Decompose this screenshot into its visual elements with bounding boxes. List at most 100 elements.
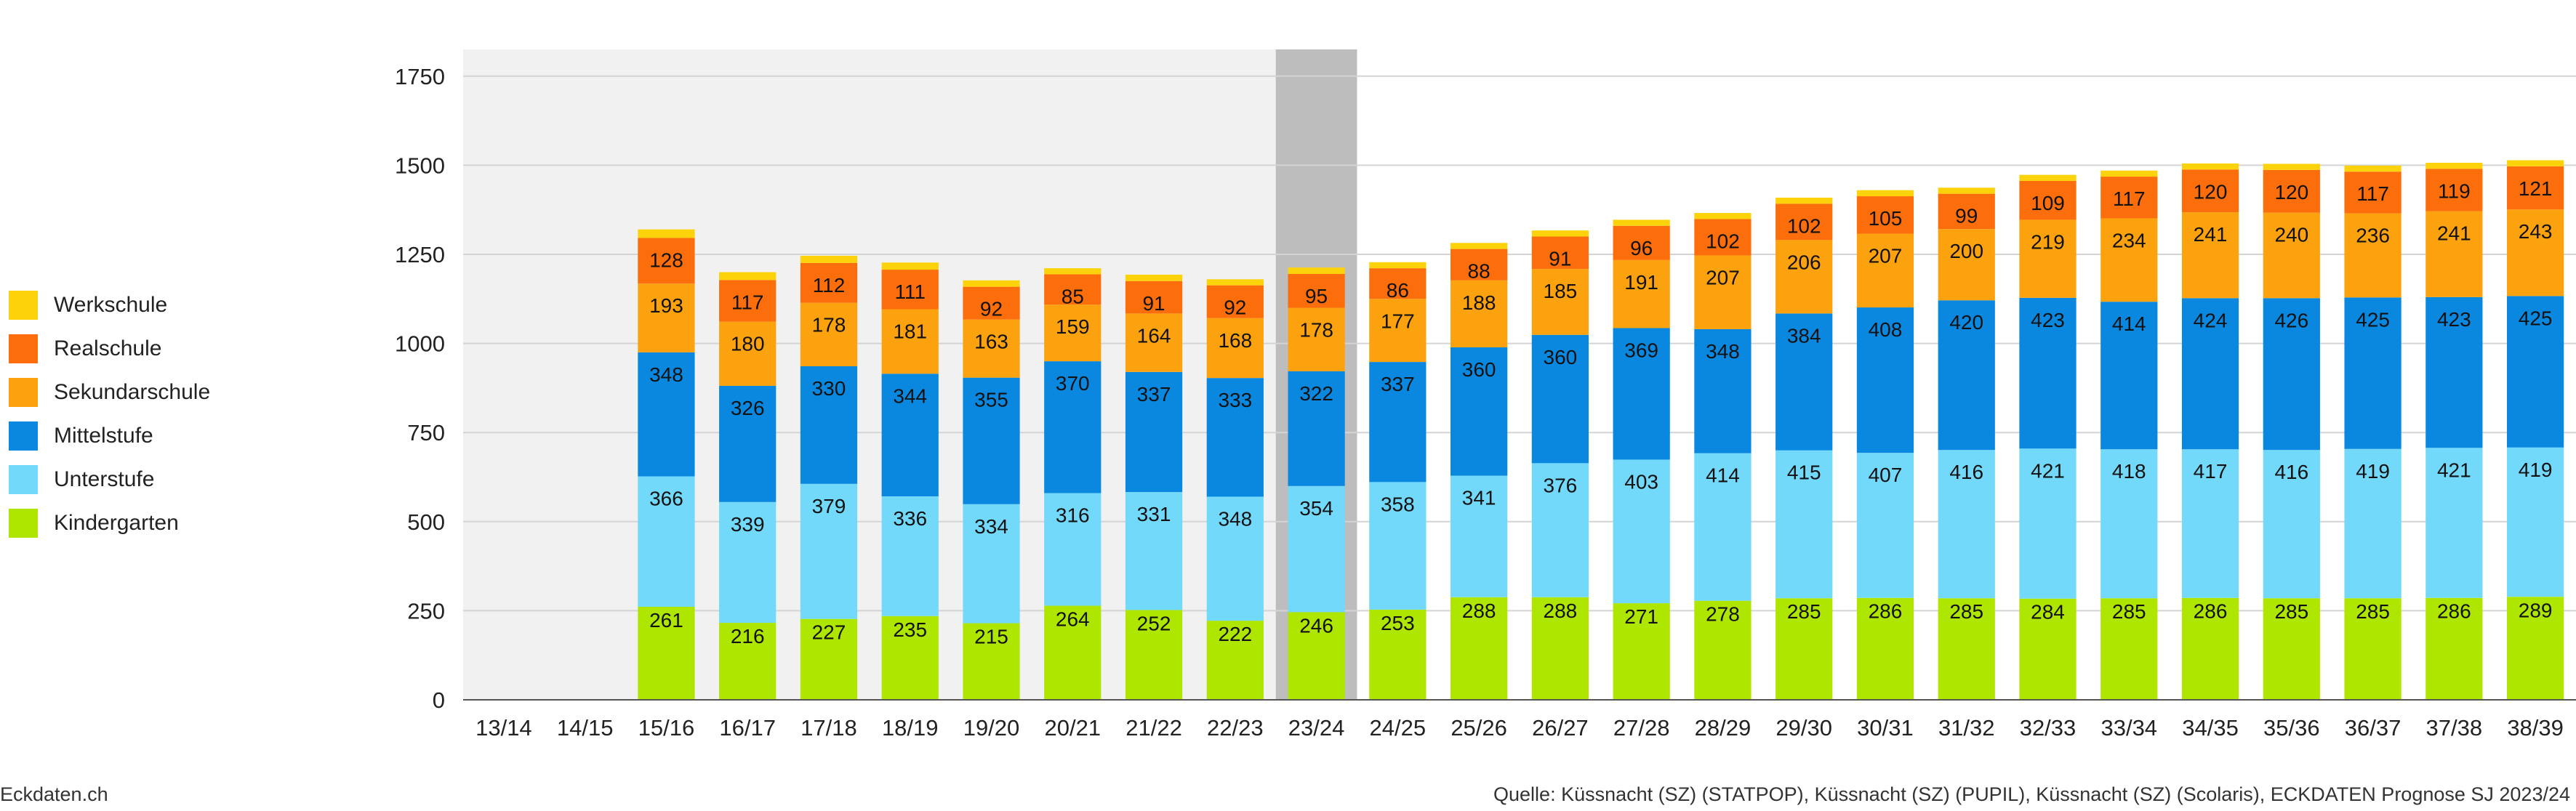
bar-segment-kindergarten [800,618,858,700]
data-label: 188 [1462,291,1496,314]
bar-segment-mittelstufe [1856,307,1914,453]
bar-segment-sekundarschule [881,309,939,374]
data-label: 408 [1869,318,1903,341]
bar-segment-kindergarten [2100,598,2158,700]
bar-segment-sekundarschule [2344,213,2402,298]
bar-segment-mittelstufe [1288,371,1345,486]
bar-segment-unterstufe [1450,475,1508,597]
x-tick-label: 37/38 [2426,715,2483,741]
bar-segment-unterstufe [1694,453,1752,601]
x-tick-label: 20/21 [1044,715,1101,741]
data-label: 178 [1299,319,1333,342]
bar-segment-werkschule [1856,190,1914,197]
data-label: 215 [974,626,1008,648]
data-label: 216 [731,625,765,647]
bar-segment-kindergarten [1044,605,1102,700]
data-label: 421 [2437,459,2471,481]
bar-segment-kindergarten [2181,597,2239,700]
data-label: 326 [731,397,765,419]
bar-segment-kindergarten [1775,598,1833,700]
bar-segment-mittelstufe [2344,297,2402,449]
bar-segment-sekundarschule [1288,307,1345,371]
bar-segment-unterstufe [719,501,777,624]
bar-segment-unterstufe [2344,448,2402,599]
data-label: 168 [1218,329,1252,352]
y-tick-label: 250 [407,598,445,624]
bar-segment-mittelstufe [1206,378,1264,497]
bar-segment-werkschule [1613,219,1670,226]
legend-swatch [9,334,38,363]
data-label: 95 [1305,285,1328,307]
data-label: 424 [2194,309,2228,331]
data-label: 185 [1544,280,1578,302]
bar-segment-werkschule [2506,160,2564,166]
bar-segment-realschule [1450,249,1508,281]
axes: 0 250 500 750 1000 1250 1500 1750 13/14 14/15 15/1… [395,64,2576,741]
data-label: 222 [1218,623,1252,645]
bar-segment-sekundarschule [1613,259,1670,328]
bar-segment-sekundarschule [1938,229,1995,301]
bar-segment-werkschule [1938,187,1995,194]
y-tick-label: 500 [407,509,445,535]
data-label: 285 [2274,600,2308,623]
data-label: 421 [2031,459,2065,482]
bar-segment-mittelstufe [2425,296,2483,448]
bar-segment-unterstufe [963,504,1020,624]
bar-segment-realschule [1775,203,1833,241]
x-tick-label: 15/16 [638,715,695,741]
data-label: 376 [1544,474,1578,496]
x-tick-label: 26/27 [1532,715,1589,741]
bar-segment-werkschule [2100,170,2158,177]
bar-segment-mittelstufe [2506,296,2564,448]
legend-swatch [9,509,38,538]
data-label: 341 [1462,487,1496,509]
bar-segment-unterstufe [1613,459,1670,604]
bar-segment-kindergarten [1694,600,1752,700]
bar-segment-werkschule [638,229,695,238]
data-label: 370 [1056,372,1090,395]
bar-segment-realschule [1044,274,1102,305]
data-label: 191 [1624,271,1658,294]
data-label: 420 [1949,311,1983,334]
bar-segment-sekundarschule [2019,219,2077,298]
bar-segment-mittelstufe [800,366,858,484]
data-label: 234 [2112,229,2146,251]
x-tick-label: 34/35 [2182,715,2239,741]
data-label: 348 [1706,340,1740,363]
bar-segment-mittelstufe [2019,297,2077,449]
data-label: 285 [2112,600,2146,623]
bar-segment-werkschule [1125,274,1183,281]
bar-segment-werkschule [1450,243,1508,249]
data-label: 344 [893,384,927,407]
data-label: 418 [2112,460,2146,483]
bar-segment-unterstufe [1369,482,1427,610]
bar-segment-unterstufe [800,483,858,619]
bar-segment-werkschule [1206,279,1264,286]
legend-label: Werkschule [54,293,168,317]
y-tick-label: 1000 [395,331,445,357]
x-tick-label: 17/18 [801,715,857,741]
data-label: 360 [1462,358,1496,381]
bar-segment-unterstufe [1938,450,1995,599]
data-label: 379 [812,495,846,517]
bar-segment-sekundarschule [2506,209,2564,296]
bar-segment-realschule [881,270,939,310]
bar-segment-realschule [2100,177,2158,219]
bar-segment-werkschule [1694,213,1752,219]
data-label: 425 [2519,307,2553,329]
legend-item-mittelstufe: Mittelstufe [9,414,210,458]
data-label: 102 [1706,230,1740,252]
bar-segment-kindergarten [1613,603,1670,700]
x-tick-label: 30/31 [1857,715,1914,741]
data-label: 348 [649,363,683,386]
bar-segment-sekundarschule [719,321,777,386]
data-label: 336 [893,507,927,530]
x-tick-label: 27/28 [1613,715,1670,741]
data-label: 111 [894,281,926,303]
data-label: 236 [2356,225,2390,247]
data-label: 261 [649,609,683,632]
data-label: 240 [2274,224,2308,246]
bar-segment-kindergarten [1856,597,1914,700]
data-label: 163 [974,331,1008,353]
bar-segment-sekundarschule [2100,218,2158,302]
